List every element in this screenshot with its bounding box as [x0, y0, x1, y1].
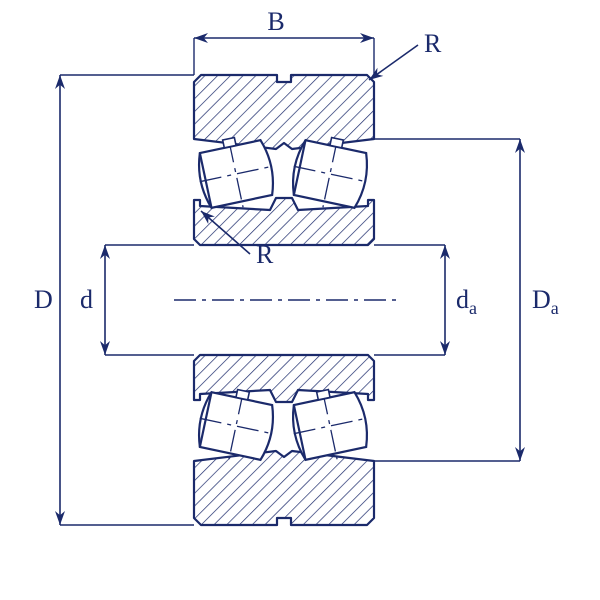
- dim-label: Da: [532, 285, 559, 318]
- dimension-outer-fillet-r-label: R: [424, 29, 442, 58]
- dimension-outer-fillet-r: R: [366, 29, 442, 84]
- dimension-width-label: B: [267, 7, 284, 36]
- dim-label: d: [80, 285, 93, 314]
- dimension-outer-diameter: D: [34, 75, 194, 525]
- dimension-shoulder-bore: da: [374, 245, 477, 355]
- dimension-inner-fillet-r-label: R: [256, 240, 274, 269]
- dim-label: D: [34, 285, 53, 314]
- bearing-cross-section-diagram: Dd da Da B R R: [0, 0, 600, 600]
- dim-label: da: [456, 285, 477, 318]
- dimension-width: B: [194, 7, 374, 75]
